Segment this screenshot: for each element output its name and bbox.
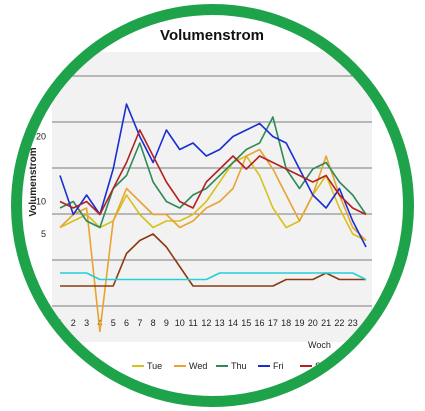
legend: Tue Wed Thu Fri Sat	[132, 361, 329, 371]
chart-title: Volumenstrom	[160, 27, 264, 44]
legend-entry: Wed	[189, 361, 207, 371]
y-tick-labels: 20 10 5	[36, 132, 46, 240]
x-tick-label: 7	[137, 318, 142, 328]
x-tick-label: 3	[84, 318, 89, 328]
x-tick-label: 23	[348, 318, 358, 328]
plot-area	[52, 52, 372, 342]
x-tick-label: 12	[201, 318, 211, 328]
series-line-unnamed-6	[60, 272, 367, 281]
x-tick-label: 17	[268, 318, 278, 328]
x-tick-label: 8	[151, 318, 156, 328]
x-tick-label: 5	[111, 318, 116, 328]
x-tick-label: 11	[188, 318, 197, 328]
x-tick-label: 6	[124, 318, 129, 328]
y-axis-label: Volumenstrom	[28, 147, 39, 216]
series-line-thu	[59, 116, 367, 229]
legend-entry: Thu	[231, 361, 247, 371]
x-tick-label: 14	[228, 318, 238, 328]
legend-entry: Tue	[147, 361, 162, 371]
x-tick-label: 13	[215, 318, 225, 328]
x-tick-label: 10	[175, 318, 185, 328]
x-axis-label: Woch	[308, 340, 331, 350]
x-tick-label: 21	[321, 318, 331, 328]
x-tick-label: 9	[164, 318, 169, 328]
y-tick-label: 10	[36, 197, 46, 207]
series-line-fri	[59, 103, 367, 248]
series-line-tue	[59, 155, 367, 242]
x-tick-label: 16	[255, 318, 265, 328]
x-tick-label: 20	[308, 318, 318, 328]
x-tick-label: 4	[97, 318, 102, 328]
y-tick-label: 5	[41, 229, 46, 239]
x-tick-label: 19	[294, 318, 304, 328]
x-tick-label: 18	[281, 318, 291, 328]
series-line-wed	[59, 148, 367, 333]
x-tick-label: 2	[71, 318, 76, 328]
series-lines	[59, 103, 367, 333]
x-tick-label: 15	[241, 318, 251, 328]
legend-entry: Fri	[273, 361, 284, 371]
x-tick-label: 22	[334, 318, 344, 328]
y-tick-label: 20	[36, 132, 46, 142]
lens-ring	[11, 4, 414, 407]
series-line-sat	[59, 129, 367, 216]
x-tick-labels: 1 2 3 4 5 6 7 8 9 10 11 12 13 14 15 16 17 18 19 20 21 22 23	[57, 318, 357, 328]
series-line-unnamed-5	[60, 233, 366, 287]
